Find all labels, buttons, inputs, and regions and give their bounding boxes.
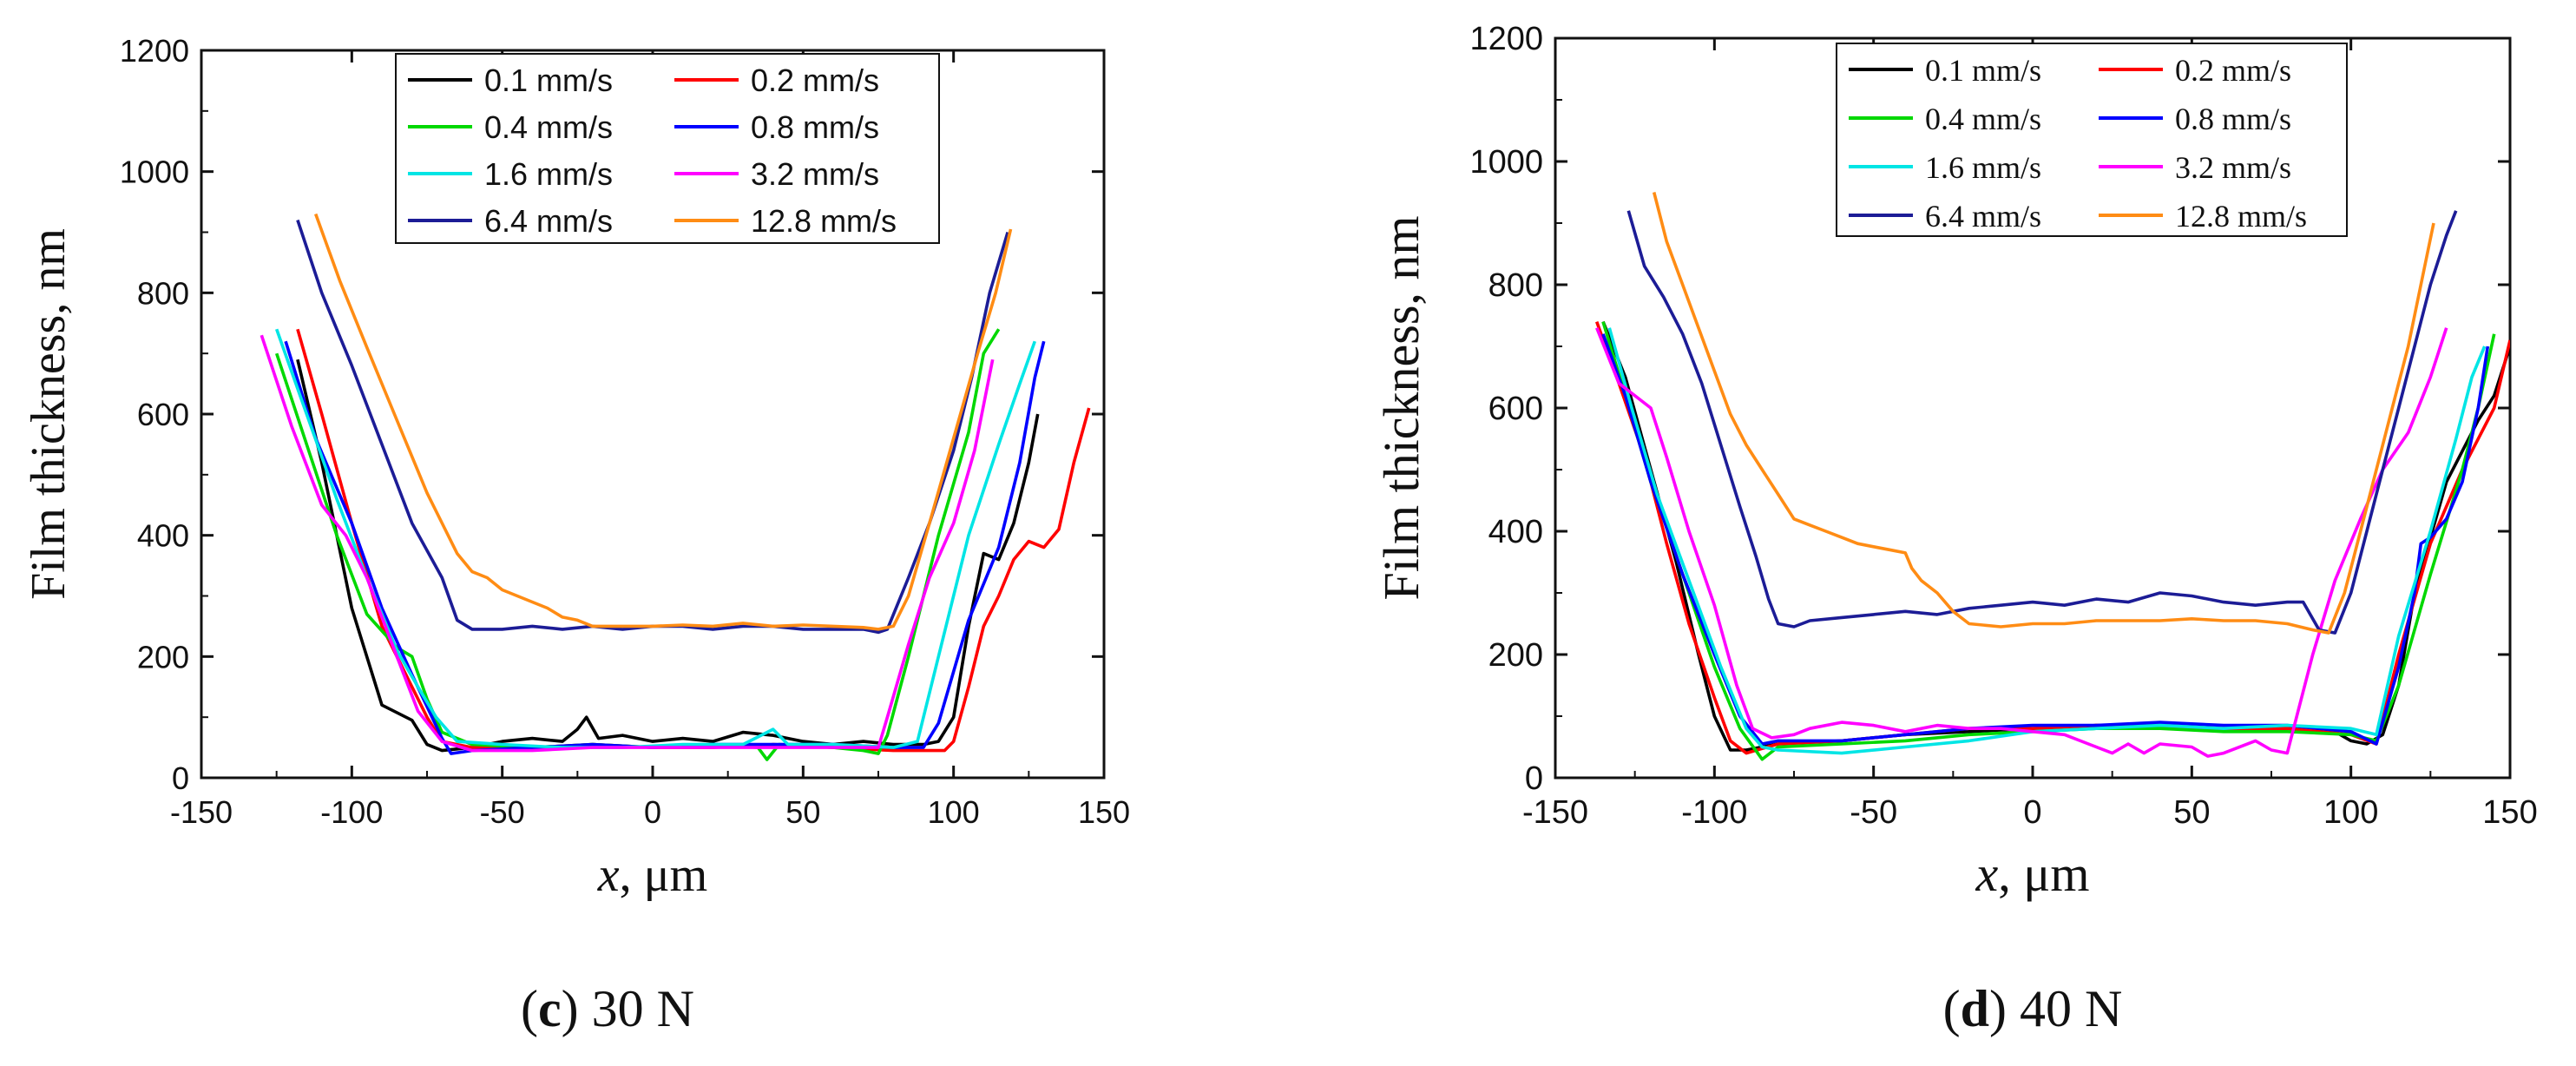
chart-panel-1: -150 -100 -50 0 50 100 150 0 200 400 600 800 1000 120… [1373,21,2538,1037]
series-group [260,213,1091,761]
series-line-1-6-mm-s [275,328,1036,749]
y-tick-label: 200 [1488,637,1543,674]
y-tick-label: 400 [1488,514,1543,550]
y-tick-label: 0 [172,760,189,796]
x-axis-title: x, μm [1975,846,2090,902]
legend-label: 0.8 mm/s [2175,102,2291,136]
x-tick-label: -150 [1522,794,1588,831]
x-tick-label: 50 [2173,794,2210,831]
legend-label: 1.6 mm/s [484,156,613,192]
legend-label: 0.2 mm/s [751,63,879,98]
series-line-6-4-mm-s [296,219,1009,635]
series-line-0-4-mm-s [1601,321,2496,761]
x-tick-label: 100 [2323,794,2378,831]
legend: 0.1 mm/s 0.2 mm/s 0.4 mm/s 0.8 mm/s 1.6 mm/s… [1836,43,2348,237]
legend-label: 3.2 mm/s [2175,150,2291,185]
legend-label: 0.2 mm/s [2175,53,2291,88]
caption-text: 30 N [579,980,694,1037]
caption-text: 40 N [2007,980,2122,1037]
series-group [1595,192,2510,761]
caption-paren-close: ) [1989,980,2007,1037]
x-tick-label: 150 [2482,794,2537,831]
y-tick-label: 1000 [120,155,189,190]
y-axis-title: Film thickness, nm [1373,215,1429,600]
y-tick-label: 1200 [1469,21,1543,57]
x-tick-label: -50 [1850,794,1897,831]
y-tick-label: 600 [137,397,189,432]
x-tick-label: 50 [785,794,820,830]
caption-paren-open: ( [1943,980,1961,1037]
caption-paren-open: ( [521,980,538,1037]
legend-label: 0.1 mm/s [1925,53,2041,88]
x-axis-var: x [1975,846,1999,902]
series-line-3-2-mm-s [1595,327,2448,758]
series-line-1-6-mm-s [1607,327,2487,755]
x-tick-label: 0 [2023,794,2041,831]
y-tick-label: 1200 [120,33,189,69]
series-line-0-1-mm-s [1601,320,2510,752]
x-tick-label: -100 [320,794,383,830]
x-axis-var: x [597,848,620,902]
x-tick-label: 100 [928,794,980,830]
legend-label: 12.8 mm/s [751,203,897,239]
y-tick-label: 400 [137,518,189,554]
x-axis-unit: , μm [620,848,708,902]
legend-label: 6.4 mm/s [1925,199,2041,234]
series-line-12-8-mm-s [1652,192,2435,635]
x-axis-unit: , μm [1998,846,2089,902]
caption-letter: d [1961,980,1989,1037]
panel-caption: (c) 30 N [521,980,694,1037]
caption-letter: c [538,980,562,1037]
series-line-0-1-mm-s [296,359,1040,753]
y-tick-label: 1000 [1469,144,1543,181]
legend-label: 0.4 mm/s [484,109,613,145]
legend-box [395,53,940,244]
legend-label: 1.6 mm/s [1925,150,2041,185]
legend-label: 12.8 mm/s [2175,199,2307,234]
y-tick-label: 600 [1488,391,1543,427]
y-tick-label: 0 [1525,760,1543,797]
y-tick-label: 800 [1488,267,1543,304]
legend: 0.1 mm/s 0.2 mm/s 0.4 mm/s 0.8 mm/s 1.6 mm/s… [395,53,940,244]
series-line-12-8-mm-s [314,213,1013,631]
x-tick-label: 150 [1078,794,1130,830]
series-line-6-4-mm-s [1626,210,2458,635]
x-tick-label: -100 [1681,794,1747,831]
legend-label: 0.4 mm/s [1925,102,2041,136]
x-tick-label: -50 [480,794,525,830]
panel-caption: (d) 40 N [1943,980,2123,1037]
y-axis-title: Film thickness, nm [22,228,76,600]
legend-label: 0.1 mm/s [484,63,613,98]
x-axis-title: x, μm [597,848,707,902]
y-tick-label: 200 [137,639,189,674]
caption-paren-close: ) [562,980,579,1037]
legend-label: 6.4 mm/s [484,203,613,239]
series-line-3-2-mm-s [260,334,995,753]
legend-label: 3.2 mm/s [751,156,879,192]
x-tick-label: 0 [644,794,661,830]
series-line-0-2-mm-s [1595,320,2510,755]
legend-box [1836,43,2348,237]
legend-label: 0.8 mm/s [751,109,879,145]
chart-panel-0: -150 -100 -50 0 50 100 150 0 200 400 600 800 1000 120… [22,33,1130,1037]
x-tick-label: -150 [170,794,233,830]
y-tick-label: 800 [137,275,189,311]
